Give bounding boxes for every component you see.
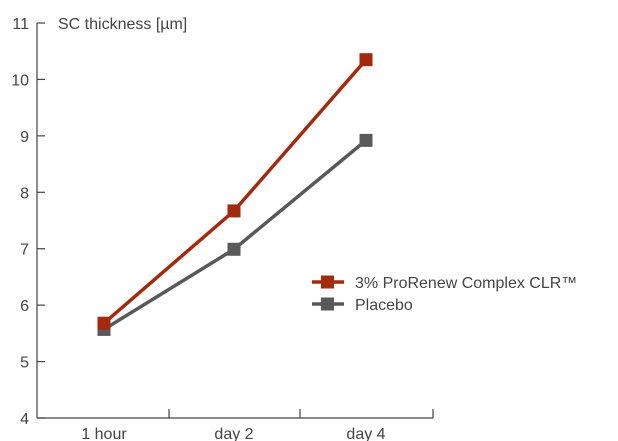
- data-point: [227, 242, 241, 256]
- y-tick-label: 7: [20, 242, 29, 259]
- data-point: [97, 316, 111, 330]
- legend-label: 3% ProRenew Complex CLR™: [355, 275, 577, 292]
- legend-item: Placebo: [312, 297, 413, 314]
- axes: [36, 23, 433, 419]
- y-tick-label: 10: [11, 72, 29, 89]
- y-ticks: 4 5 6 7 8 9 10 11: [11, 16, 45, 428]
- data-point: [227, 204, 241, 218]
- legend: 3% ProRenew Complex CLR™ Placebo: [312, 275, 577, 314]
- legend-marker: [321, 297, 334, 311]
- data-point: [359, 53, 373, 67]
- y-tick-label: 11: [12, 16, 29, 33]
- legend-label: Placebo: [355, 297, 413, 314]
- x-tick-label: day 2: [214, 426, 253, 441]
- y-tick-label: 4: [20, 411, 29, 428]
- y-tick-label: 9: [20, 129, 29, 146]
- x-tick-label: day 4: [346, 426, 385, 441]
- legend-item: 3% ProRenew Complex CLR™: [312, 275, 577, 292]
- y-axis-title: SC thickness [µm]: [58, 16, 187, 33]
- y-tick-label: 8: [20, 185, 29, 202]
- series-layer: [97, 53, 373, 336]
- y-tick-label: 6: [20, 298, 29, 315]
- data-point: [359, 133, 373, 147]
- y-tick-label: 5: [20, 355, 29, 372]
- series-prorenew: [97, 53, 373, 330]
- x-ticks: 1 hour day 2 day 4: [81, 409, 434, 441]
- x-tick-label: 1 hour: [81, 426, 127, 441]
- legend-marker: [321, 275, 334, 289]
